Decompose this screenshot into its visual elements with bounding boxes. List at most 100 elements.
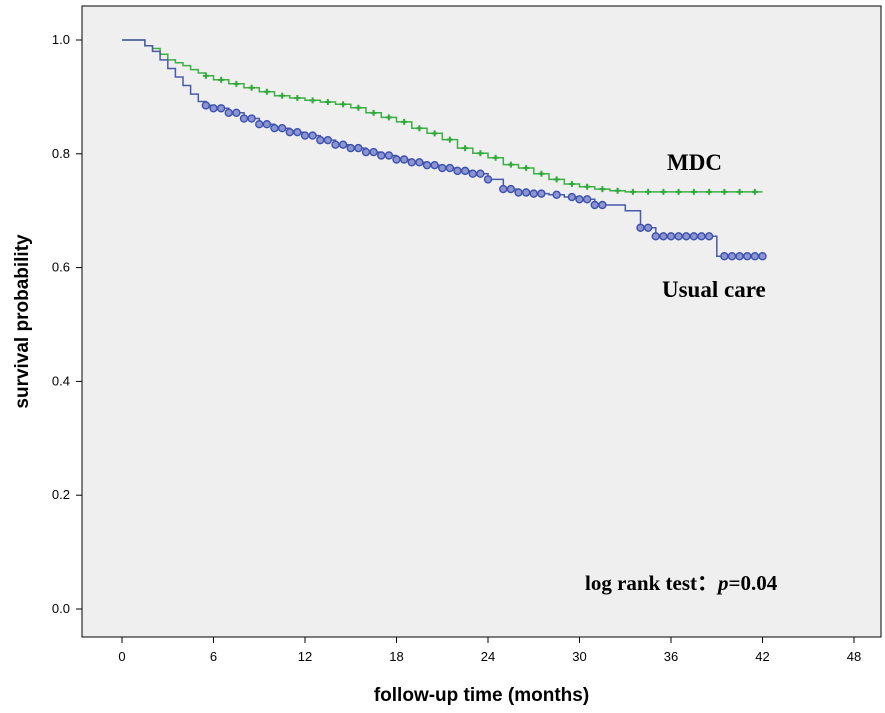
censor-marker: [255, 120, 264, 129]
censor-marker: [262, 120, 272, 129]
censor-marker: [590, 200, 599, 210]
censor-marker: [523, 165, 530, 172]
y-tick-label: 1.0: [52, 32, 70, 47]
censor-marker: [392, 155, 401, 164]
series-label-mdc: MDC: [667, 150, 722, 175]
censor-marker: [438, 163, 447, 173]
censor-marker: [270, 123, 279, 133]
x-tick-label: 48: [847, 649, 861, 664]
censor-marker: [377, 151, 386, 160]
censor-marker: [361, 147, 371, 157]
censor-marker: [224, 108, 233, 118]
censor-marker: [279, 92, 286, 99]
censor-marker: [247, 114, 256, 123]
censor-marker: [401, 118, 408, 125]
censor-marker: [277, 123, 287, 133]
censor-marker: [369, 147, 378, 157]
censor-marker: [567, 192, 577, 202]
censor-marker: [453, 166, 462, 176]
log-rank-annotation: log rank test：p=0.04: [585, 571, 778, 595]
censor-marker: [294, 95, 301, 102]
censor-marker: [666, 232, 676, 241]
censor-marker: [743, 252, 752, 261]
censor-marker: [660, 188, 667, 195]
censor-marker: [492, 154, 499, 161]
censor-marker: [309, 97, 316, 104]
y-tick-label: 0.4: [52, 373, 70, 388]
y-tick-label: 0.2: [52, 487, 70, 502]
censor-marker: [689, 232, 699, 241]
censor-marker: [239, 114, 249, 123]
x-tick-label: 12: [298, 649, 312, 664]
x-tick-label: 18: [389, 649, 403, 664]
censor-marker: [690, 188, 697, 195]
censor-marker: [575, 195, 584, 204]
censor-marker: [445, 163, 455, 173]
censor-marker: [415, 158, 424, 167]
censor-marker: [385, 114, 392, 121]
censor-marker: [308, 131, 317, 140]
censor-marker: [720, 252, 729, 261]
censor-marker: [476, 169, 485, 178]
censor-marker: [682, 232, 691, 241]
censor-marker: [582, 195, 592, 204]
censor-marker: [721, 188, 728, 195]
censor-marker: [323, 135, 333, 145]
censor-marker: [552, 190, 561, 199]
censor-marker: [735, 252, 744, 261]
censor-marker: [300, 131, 310, 140]
censor-marker: [407, 158, 416, 167]
censor-marker: [202, 72, 209, 79]
censor-marker: [462, 145, 469, 152]
y-tick-label: 0.8: [52, 146, 70, 161]
x-tick-label: 30: [572, 649, 586, 664]
censor-marker: [346, 143, 355, 153]
censor-marker: [537, 189, 546, 198]
x-tick-label: 24: [481, 649, 495, 664]
series-layer: [122, 39, 767, 261]
censor-marker: [506, 184, 516, 194]
censor-marker: [553, 176, 560, 183]
censor-marker: [263, 88, 270, 95]
censor-marker: [727, 252, 737, 261]
censor-marker: [529, 189, 538, 198]
censor-marker: [521, 188, 531, 197]
censor-marker: [514, 188, 523, 197]
censor-marker: [201, 101, 211, 110]
censor-marker: [750, 252, 760, 261]
censor-marker: [468, 169, 477, 178]
y-tick-label: 0.6: [52, 260, 70, 275]
plot-area: [81, 5, 882, 638]
x-tick-label: 0: [118, 649, 125, 664]
censor-marker: [355, 104, 362, 111]
y-axis-title: survival probability: [12, 234, 33, 409]
censor-marker: [674, 232, 683, 241]
censor-marker: [651, 232, 660, 241]
censor-marker: [338, 140, 348, 149]
censor-marker: [636, 223, 645, 232]
censor-marker: [584, 183, 591, 190]
censor-marker: [331, 140, 340, 149]
censor-marker: [232, 108, 241, 118]
censor-marker: [706, 188, 713, 195]
censor-marker: [399, 155, 409, 164]
censor-marker: [430, 160, 439, 170]
censor-marker: [422, 160, 432, 170]
censor-marker: [568, 180, 575, 187]
censor-marker: [209, 104, 218, 113]
x-tick-label: 42: [755, 649, 769, 664]
censor-marker: [645, 188, 652, 195]
censor-marker: [216, 104, 226, 113]
censor-marker: [507, 161, 514, 168]
annotation-p-symbol: p: [716, 571, 729, 595]
censor-marker: [446, 136, 453, 143]
x-tick-label: 6: [210, 649, 217, 664]
x-axis: 0 6 12 18 24 30 36 42 48: [118, 637, 861, 664]
censor-marker: [704, 232, 714, 241]
annotation-p-value: =0.04: [729, 571, 778, 595]
censor-marker: [483, 175, 493, 184]
censor-marker: [751, 188, 758, 195]
censor-marker: [499, 184, 508, 194]
x-tick-label: 36: [664, 649, 678, 664]
